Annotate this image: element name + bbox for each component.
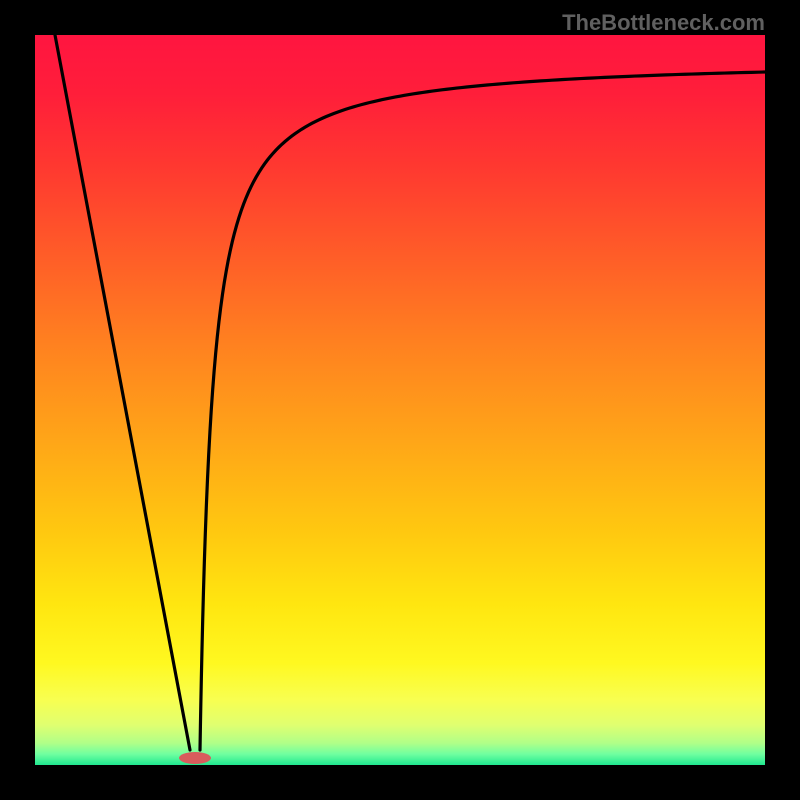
- right-asymptote-curve: [200, 72, 765, 750]
- curve-overlay: [0, 0, 800, 800]
- notch-marker: [179, 752, 211, 764]
- left-descent-line: [55, 35, 190, 750]
- chart-container: TheBottleneck.com: [0, 0, 800, 800]
- watermark-text: TheBottleneck.com: [562, 10, 765, 36]
- plot-area: [35, 35, 765, 765]
